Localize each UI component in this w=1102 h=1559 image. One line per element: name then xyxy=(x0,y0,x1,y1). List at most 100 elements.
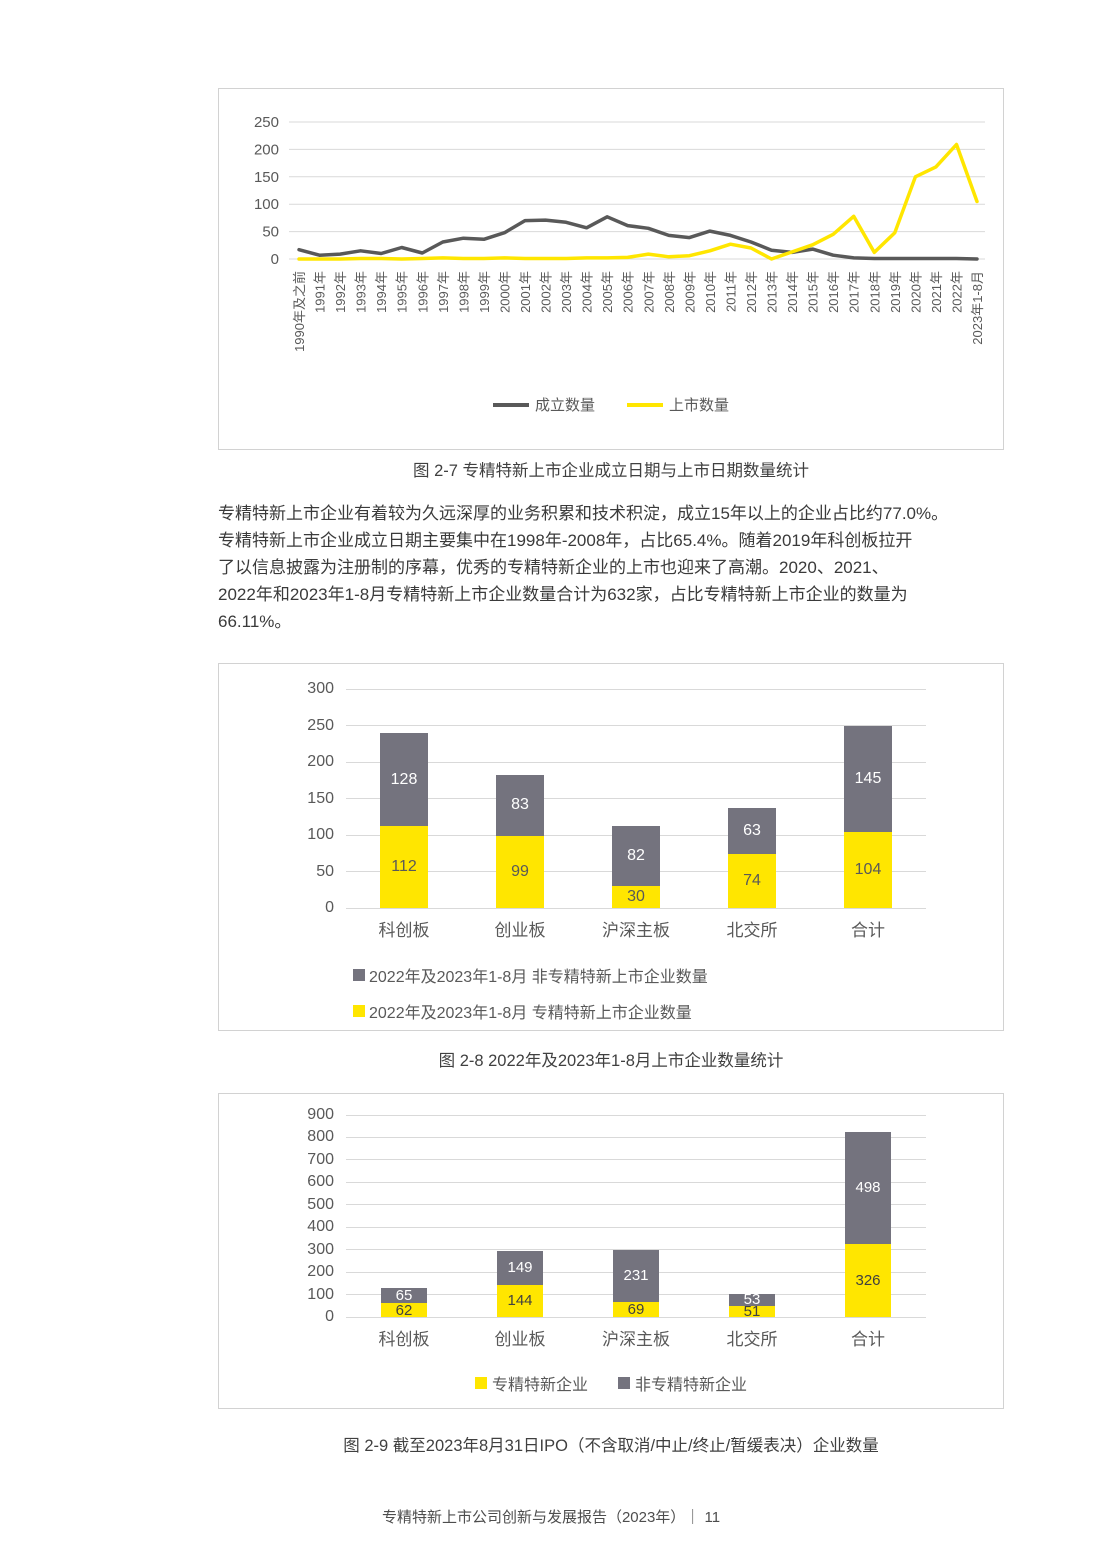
bar-segment: 99 xyxy=(496,835,544,908)
x-axis-category-label: 2012年 xyxy=(744,271,759,313)
x-axis-category-label: 1999年 xyxy=(477,271,492,313)
x-axis-category-label: 2017年 xyxy=(847,271,862,313)
x-axis-category-label: 北交所 xyxy=(726,1330,778,1349)
fig28-legend-label-non-zjtx: 2022年及2023年1-8月 非专精特新上市企业数量 xyxy=(369,969,708,986)
bar-segment: 128 xyxy=(380,732,428,827)
bar-segment: 149 xyxy=(497,1251,543,1285)
y-axis-tick-label: 100 xyxy=(307,826,334,843)
fig27-legend-label-founded: 成立数量 xyxy=(534,397,595,414)
x-axis-category-label: 2003年 xyxy=(559,271,574,313)
y-axis-tick-label: 0 xyxy=(325,1308,334,1325)
y-axis-tick-label: 300 xyxy=(307,680,334,697)
fig28-chart-box: 0 50 100 150 200 250 300 科创板 112 128 创业板 99 83 沪深主板 30… xyxy=(218,663,1004,1031)
y-axis-tick-label: 0 xyxy=(325,899,334,916)
y-axis-tick-label: 800 xyxy=(307,1128,334,1146)
fig28-legend-square-swatch-yellow xyxy=(353,1005,365,1017)
x-axis-category-label: 2001年 xyxy=(518,271,533,313)
fig27-legend: 成立数量 上市数量 xyxy=(219,394,1003,415)
y-axis-tick-label: 100 xyxy=(254,196,279,213)
fig28-legend: 2022年及2023年1-8月 非专精特新上市企业数量 2022年及2023年1… xyxy=(353,963,708,1023)
body-paragraph: 专精特新上市企业有着较为久远深厚的业务积累和技术积淀，成立15年以上的企业占比约… xyxy=(218,500,1018,635)
x-axis-category-label: 2007年 xyxy=(641,271,656,313)
bar-segment: 112 xyxy=(380,826,428,908)
line-series xyxy=(297,142,979,261)
fig27-legend-line-swatch-listed xyxy=(627,402,663,407)
x-axis-category-label: 2020年 xyxy=(908,271,923,313)
x-axis-category-label: 2013年 xyxy=(765,271,780,313)
fig28-legend-item-non-zjtx: 2022年及2023年1-8月 非专精特新上市企业数量 xyxy=(353,963,708,987)
x-axis-category-label: 2015年 xyxy=(806,271,821,313)
bar-segment: 74 xyxy=(728,853,776,908)
fig29-legend-label-zjtx: 专精特新企业 xyxy=(491,1377,588,1394)
x-axis-category-label: 2018年 xyxy=(867,271,882,313)
x-axis-category-label: 1997年 xyxy=(436,271,451,313)
y-axis-tick-label: 500 xyxy=(307,1195,334,1213)
x-axis-category-label: 北交所 xyxy=(726,921,778,940)
bar-segment: 498 xyxy=(845,1132,891,1244)
gridline xyxy=(346,725,926,726)
x-axis-category-label: 2022年 xyxy=(949,271,964,313)
y-axis-tick-label: 150 xyxy=(307,789,334,807)
x-axis-category-label: 1998年 xyxy=(456,271,471,313)
bar-segment: 83 xyxy=(496,775,544,836)
bar-segment: 30 xyxy=(612,886,660,908)
x-axis-category-label: 2021年 xyxy=(929,271,944,313)
bar-segment: 62 xyxy=(381,1303,427,1317)
fig29-legend-square-swatch-yellow xyxy=(474,1377,487,1389)
gridline xyxy=(346,1181,926,1183)
y-axis-tick-label: 700 xyxy=(307,1150,334,1168)
gridline xyxy=(346,1316,926,1318)
y-axis-tick-label: 50 xyxy=(262,224,279,241)
x-axis-category-label: 沪深主板 xyxy=(602,1330,670,1349)
paragraph-line-4: 2022年和2023年1-8月专精特新上市企业数量合计为632家，占比专精特新上… xyxy=(218,585,908,604)
bar-segment: 231 xyxy=(613,1249,659,1302)
fig29-legend-item-non-zjtx: 非专精特新企业 xyxy=(618,1371,747,1395)
x-axis-category-label: 2002年 xyxy=(539,271,554,313)
x-axis-category-label: 科创板 xyxy=(378,1330,430,1349)
fig29-legend-label-non-zjtx: 非专精特新企业 xyxy=(635,1377,748,1394)
bar-segment: 65 xyxy=(381,1288,427,1303)
x-axis-category-label: 创业板 xyxy=(494,1330,546,1349)
fig28-legend-label-zjtx: 2022年及2023年1-8月 专精特新上市企业数量 xyxy=(369,1005,692,1022)
paragraph-line-5: 66.11%。 xyxy=(218,612,292,631)
x-axis-category-label: 2010年 xyxy=(703,271,718,313)
y-axis-tick-label: 200 xyxy=(307,1263,334,1281)
bar-segment: 145 xyxy=(844,726,892,833)
x-axis-category-label: 2000年 xyxy=(497,271,512,313)
x-axis-category-label: 2019年 xyxy=(888,271,903,313)
x-axis-category-label: 1996年 xyxy=(415,271,430,313)
bar-segment: 63 xyxy=(728,807,776,854)
paragraph-line-2: 专精特新上市企业成立日期主要集中在1998年-2008年，占比65.4%。随着2… xyxy=(218,531,913,550)
bar-segment: 69 xyxy=(613,1301,659,1317)
fig27-legend-line-swatch-founded xyxy=(492,402,529,407)
gridline xyxy=(346,1136,926,1138)
gridline xyxy=(346,1204,926,1206)
y-axis-tick-label: 900 xyxy=(307,1106,334,1123)
fig29-caption: 图 2-9 截至2023年8月31日IPO（不含取消/中止/终止/暂缓表决）企业… xyxy=(343,1437,879,1455)
x-axis-category-label: 2005年 xyxy=(600,271,615,313)
x-axis-category-label: 2006年 xyxy=(621,271,636,313)
y-axis-tick-label: 150 xyxy=(254,169,279,186)
fig27-chart-box: 0 50 100 150 200 250 1990年及之前 1991年 1992年 1993年 19… xyxy=(218,88,1004,450)
line-chart-canvas: 0 50 100 150 200 250 1990年及之前 1991年 1992年 1993年 19… xyxy=(254,114,985,352)
fig27-legend-item-founded: 成立数量 xyxy=(492,394,595,415)
fig29-legend-square-swatch-gray xyxy=(618,1377,630,1389)
x-axis-category-label: 2014年 xyxy=(785,271,800,313)
bar-segment: 51 xyxy=(729,1303,775,1319)
x-axis-category-label: 2004年 xyxy=(580,271,595,313)
fig28-legend-square-swatch-gray xyxy=(353,969,365,981)
gridline xyxy=(346,1114,926,1116)
fig29-chart-box: 0 100 200 300 400 500 600 700 800 900 科创板 62 65 创业板 14… xyxy=(218,1093,1004,1409)
y-axis-tick-label: 50 xyxy=(316,862,334,880)
fig27-caption: 图 2-7 专精特新上市企业成立日期与上市日期数量统计 xyxy=(412,462,810,480)
paragraph-line-3: 了以信息披露为注册制的序幕，优秀的专精特新企业的上市也迎来了高潮。2020、20… xyxy=(218,558,889,577)
gridline xyxy=(346,688,926,690)
gridline xyxy=(346,1159,926,1161)
fig29-legend: 专精特新企业 非专精特新企业 xyxy=(219,1371,1003,1395)
line-series xyxy=(297,215,979,261)
x-axis-category-label: 合计 xyxy=(851,1330,885,1349)
fig29-legend-item-zjtx: 专精特新企业 xyxy=(474,1371,588,1395)
y-axis-tick-label: 100 xyxy=(307,1285,334,1303)
fig28-caption: 图 2-8 2022年及2023年1-8月上市企业数量统计 xyxy=(438,1052,784,1070)
